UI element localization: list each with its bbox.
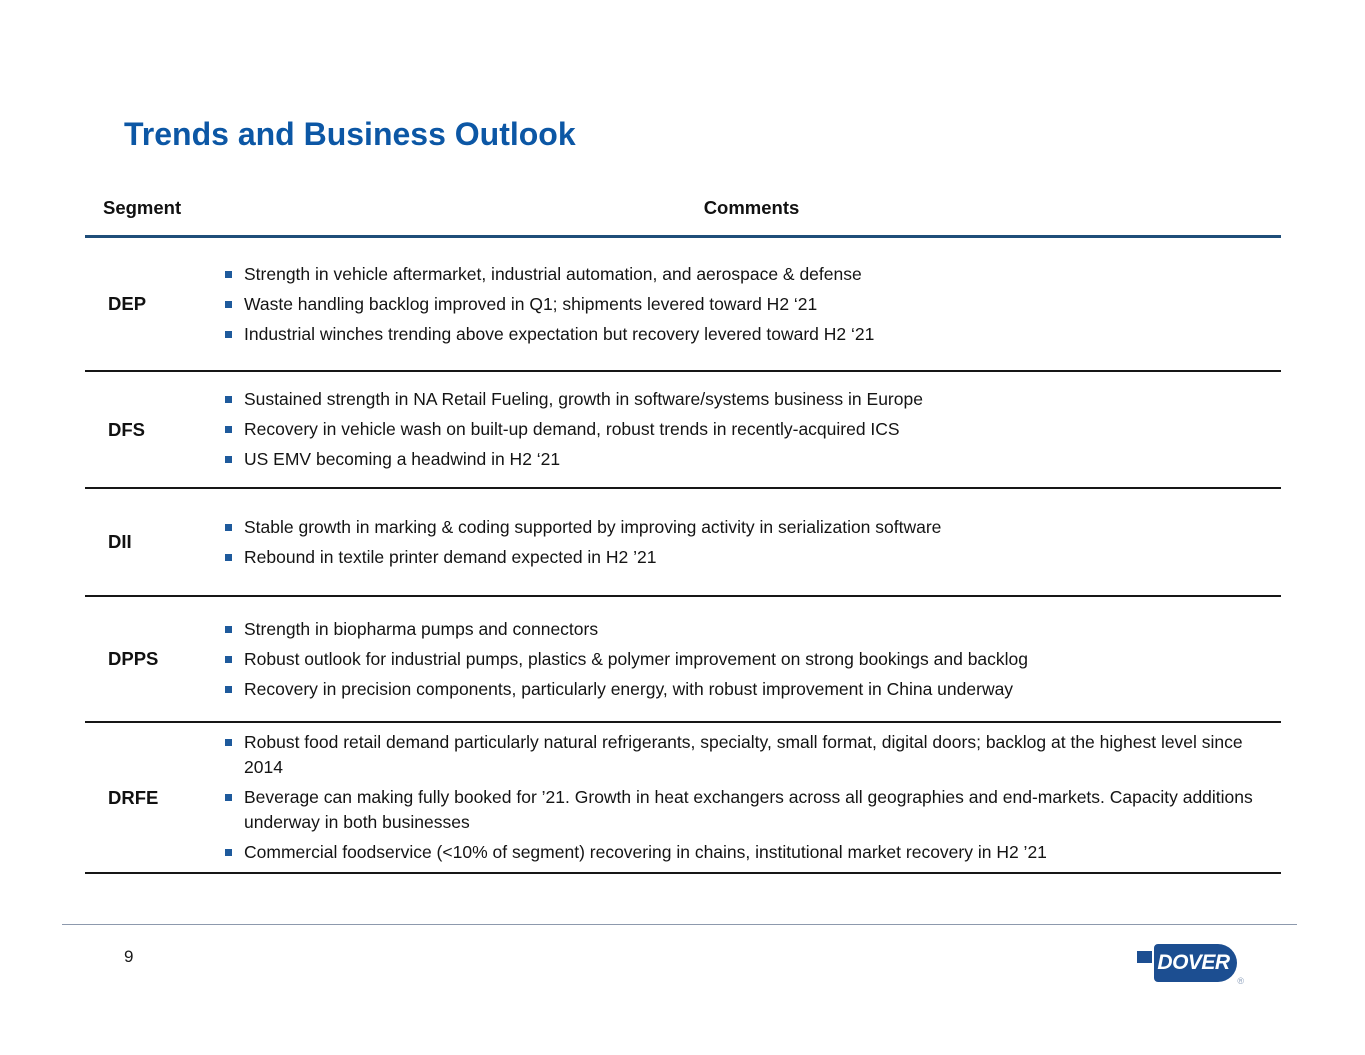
square-bullet-icon (225, 625, 232, 633)
dover-logo-text: DOVER (1157, 951, 1230, 974)
bullet-text: Recovery in vehicle wash on built-up dem… (244, 419, 900, 439)
square-bullet-icon (225, 396, 232, 403)
dover-logo: DOVER ® (1137, 944, 1244, 986)
square-bullet-icon (225, 553, 232, 561)
segment-label: DEP (108, 293, 147, 314)
bullet-text: Rebound in textile printer demand expect… (244, 546, 657, 567)
comments-cell: Strength in biopharma pumps and connecto… (222, 597, 1281, 721)
segment-label: DFS (108, 418, 145, 440)
comments-cell: Sustained strength in NA Retail Fueling,… (222, 372, 1281, 487)
bullet-list: Stable growth in marking & coding suppor… (225, 515, 1253, 570)
table-header-row: Segment Comments (85, 193, 1281, 238)
bullet-text: Commercial foodservice (<10% of segment)… (244, 842, 1047, 862)
dover-logo-tab-icon (1137, 951, 1152, 963)
comments-cell: Robust food retail demand particularly n… (222, 723, 1281, 872)
list-item: Waste handling backlog improved in Q1; s… (225, 292, 1253, 317)
square-bullet-icon (225, 456, 232, 463)
list-item: Stable growth in marking & coding suppor… (225, 515, 1253, 540)
bullet-list: Strength in biopharma pumps and connecto… (225, 617, 1253, 702)
square-bullet-icon (225, 739, 232, 746)
bullet-text: US EMV becoming a headwind in H2 ‘21 (244, 449, 561, 469)
square-bullet-icon (225, 523, 232, 531)
registered-trademark-icon: ® (1237, 976, 1244, 986)
table-row-dfs: DFS Sustained strength in NA Retail Fuel… (85, 372, 1281, 489)
list-item: Sustained strength in NA Retail Fueling,… (225, 387, 1253, 412)
segment-comments-table: Segment Comments DEP Strength in vehicle… (85, 193, 1281, 874)
column-header-segment: Segment (103, 197, 182, 218)
segment-label: DRFE (108, 786, 159, 808)
page-number: 9 (124, 947, 134, 966)
square-bullet-icon (225, 330, 232, 338)
bullet-text: Industrial winches trending above expect… (244, 323, 875, 344)
bullet-text: Robust food retail demand particularly n… (244, 732, 1243, 777)
square-bullet-icon (225, 270, 232, 278)
list-item: Beverage can making fully booked for ’21… (225, 785, 1253, 835)
bullet-text: Strength in biopharma pumps and connecto… (244, 618, 599, 639)
table-row-drfe: DRFE Robust food retail demand particula… (85, 723, 1281, 874)
bullet-text: Robust outlook for industrial pumps, pla… (244, 648, 1029, 669)
bullet-list: Strength in vehicle aftermarket, industr… (225, 262, 1253, 347)
square-bullet-icon (225, 655, 232, 663)
bullet-text: Waste handling backlog improved in Q1; s… (244, 293, 818, 314)
square-bullet-icon (225, 685, 232, 693)
bullet-list: Sustained strength in NA Retail Fueling,… (225, 387, 1253, 472)
bullet-text: Beverage can making fully booked for ’21… (244, 787, 1253, 832)
bullet-list: Robust food retail demand particularly n… (225, 730, 1253, 865)
list-item: Robust food retail demand particularly n… (225, 730, 1253, 780)
column-header-comments: Comments (703, 197, 800, 218)
segment-label: DII (108, 531, 132, 552)
table-row-dpps: DPPS Strength in biopharma pumps and con… (85, 597, 1281, 723)
square-bullet-icon (225, 300, 232, 308)
slide-title: Trends and Business Outlook (124, 116, 576, 152)
list-item: Industrial winches trending above expect… (225, 322, 1253, 347)
table-row-dep: DEP Strength in vehicle aftermarket, ind… (85, 238, 1281, 372)
comments-cell: Strength in vehicle aftermarket, industr… (222, 238, 1281, 370)
list-item: Strength in vehicle aftermarket, industr… (225, 262, 1253, 287)
list-item: Strength in biopharma pumps and connecto… (225, 617, 1253, 642)
footer-divider (62, 924, 1297, 925)
comments-cell: Stable growth in marking & coding suppor… (222, 489, 1281, 595)
list-item: Commercial foodservice (<10% of segment)… (225, 840, 1253, 865)
segment-label: DPPS (108, 648, 159, 669)
list-item: Recovery in vehicle wash on built-up dem… (225, 417, 1253, 442)
bullet-text: Sustained strength in NA Retail Fueling,… (244, 389, 923, 409)
square-bullet-icon (225, 794, 232, 801)
square-bullet-icon (225, 426, 232, 433)
bullet-text: Recovery in precision components, partic… (244, 678, 1014, 699)
square-bullet-icon (225, 849, 232, 856)
bullet-text: Strength in vehicle aftermarket, industr… (244, 263, 862, 284)
list-item: Rebound in textile printer demand expect… (225, 545, 1253, 570)
list-item: Recovery in precision components, partic… (225, 677, 1253, 702)
list-item: Robust outlook for industrial pumps, pla… (225, 647, 1253, 672)
bullet-text: Stable growth in marking & coding suppor… (244, 516, 942, 537)
list-item: US EMV becoming a headwind in H2 ‘21 (225, 447, 1253, 472)
table-row-dii: DII Stable growth in marking & coding su… (85, 489, 1281, 597)
dover-logo-body: DOVER (1154, 944, 1237, 982)
